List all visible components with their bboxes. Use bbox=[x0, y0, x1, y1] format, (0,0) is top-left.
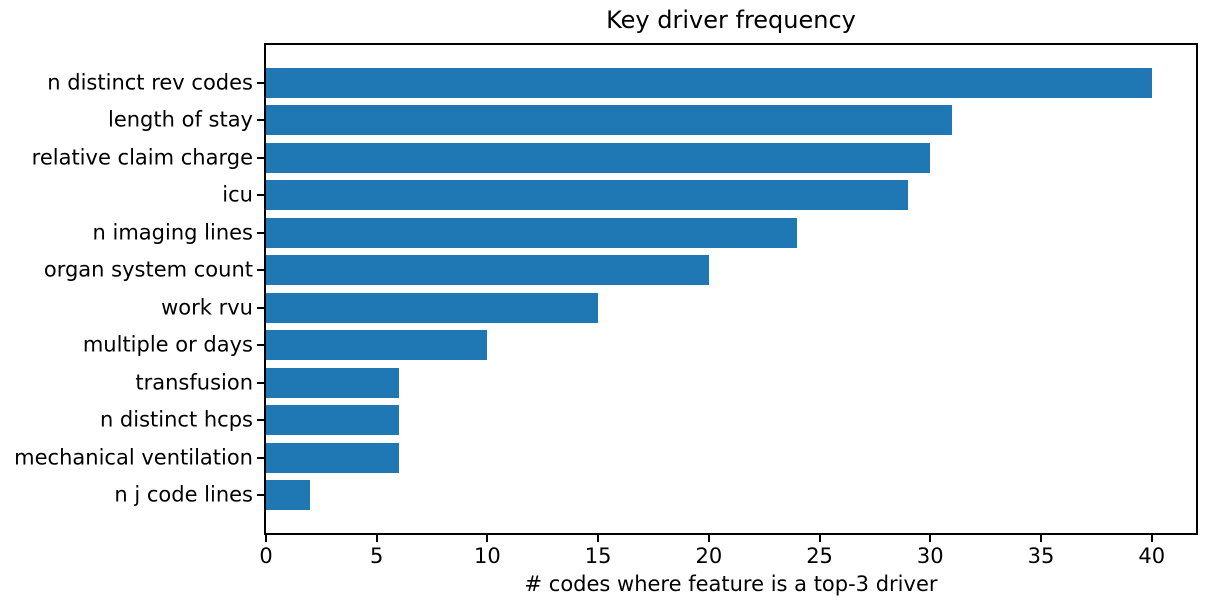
y-tick-label: n distinct hcps bbox=[99, 407, 253, 432]
bar bbox=[266, 180, 909, 211]
bar bbox=[266, 405, 399, 436]
chart-title: Key driver frequency bbox=[606, 6, 856, 34]
x-tick-label: 5 bbox=[370, 544, 384, 568]
bar bbox=[266, 292, 599, 323]
bar bbox=[266, 367, 399, 398]
y-tick-mark bbox=[257, 381, 264, 384]
x-tick-label: 35 bbox=[1027, 544, 1055, 568]
y-tick-mark bbox=[257, 119, 264, 122]
y-tick-mark bbox=[257, 306, 264, 309]
y-tick-label: icu bbox=[222, 182, 253, 207]
y-tick-label: mechanical ventilation bbox=[14, 445, 253, 470]
x-tick-mark bbox=[929, 535, 932, 542]
y-tick-mark bbox=[257, 231, 264, 234]
bar bbox=[266, 105, 953, 136]
y-tick-mark bbox=[257, 194, 264, 197]
x-tick-mark bbox=[486, 535, 489, 542]
bar bbox=[266, 67, 1152, 98]
y-tick-label: organ system count bbox=[43, 257, 253, 282]
y-tick-label: n j code lines bbox=[114, 482, 253, 507]
x-tick-label: 25 bbox=[806, 544, 833, 568]
x-tick-label: 10 bbox=[474, 544, 501, 568]
y-tick-mark bbox=[257, 344, 264, 347]
y-tick-label: transfusion bbox=[135, 370, 253, 395]
x-tick-label: 15 bbox=[584, 544, 612, 568]
y-tick-label: n imaging lines bbox=[92, 220, 253, 245]
x-tick-mark bbox=[375, 535, 378, 542]
bar bbox=[266, 442, 399, 473]
y-tick-label: relative claim charge bbox=[31, 145, 253, 170]
plot-area bbox=[264, 43, 1198, 535]
y-tick-mark bbox=[257, 419, 264, 422]
x-tick-mark bbox=[597, 535, 600, 542]
x-tick-mark bbox=[818, 535, 821, 542]
y-tick-mark bbox=[257, 269, 264, 272]
y-tick-mark bbox=[257, 156, 264, 159]
x-tick-mark bbox=[1150, 535, 1153, 542]
y-tick-label: n distinct rev codes bbox=[47, 70, 253, 95]
x-tick-mark bbox=[707, 535, 710, 542]
bar bbox=[266, 255, 709, 286]
y-tick-mark bbox=[257, 456, 264, 459]
bar bbox=[266, 142, 931, 173]
y-tick-label: multiple or days bbox=[82, 332, 253, 357]
y-tick-label: length of stay bbox=[107, 107, 253, 132]
x-tick-mark bbox=[265, 535, 267, 542]
bar bbox=[266, 330, 488, 361]
x-tick-label: 20 bbox=[695, 544, 723, 568]
y-tick-mark bbox=[257, 81, 264, 84]
x-tick-label: 30 bbox=[916, 544, 944, 568]
bar bbox=[266, 480, 311, 511]
y-tick-label: work rvu bbox=[161, 295, 253, 320]
x-axis-label: # codes where feature is a top-3 driver bbox=[524, 572, 938, 596]
x-tick-label: 0 bbox=[259, 544, 273, 568]
x-tick-label: 40 bbox=[1138, 544, 1166, 568]
x-tick-mark bbox=[1040, 535, 1042, 542]
bar bbox=[266, 217, 798, 248]
y-tick-mark bbox=[257, 494, 264, 497]
